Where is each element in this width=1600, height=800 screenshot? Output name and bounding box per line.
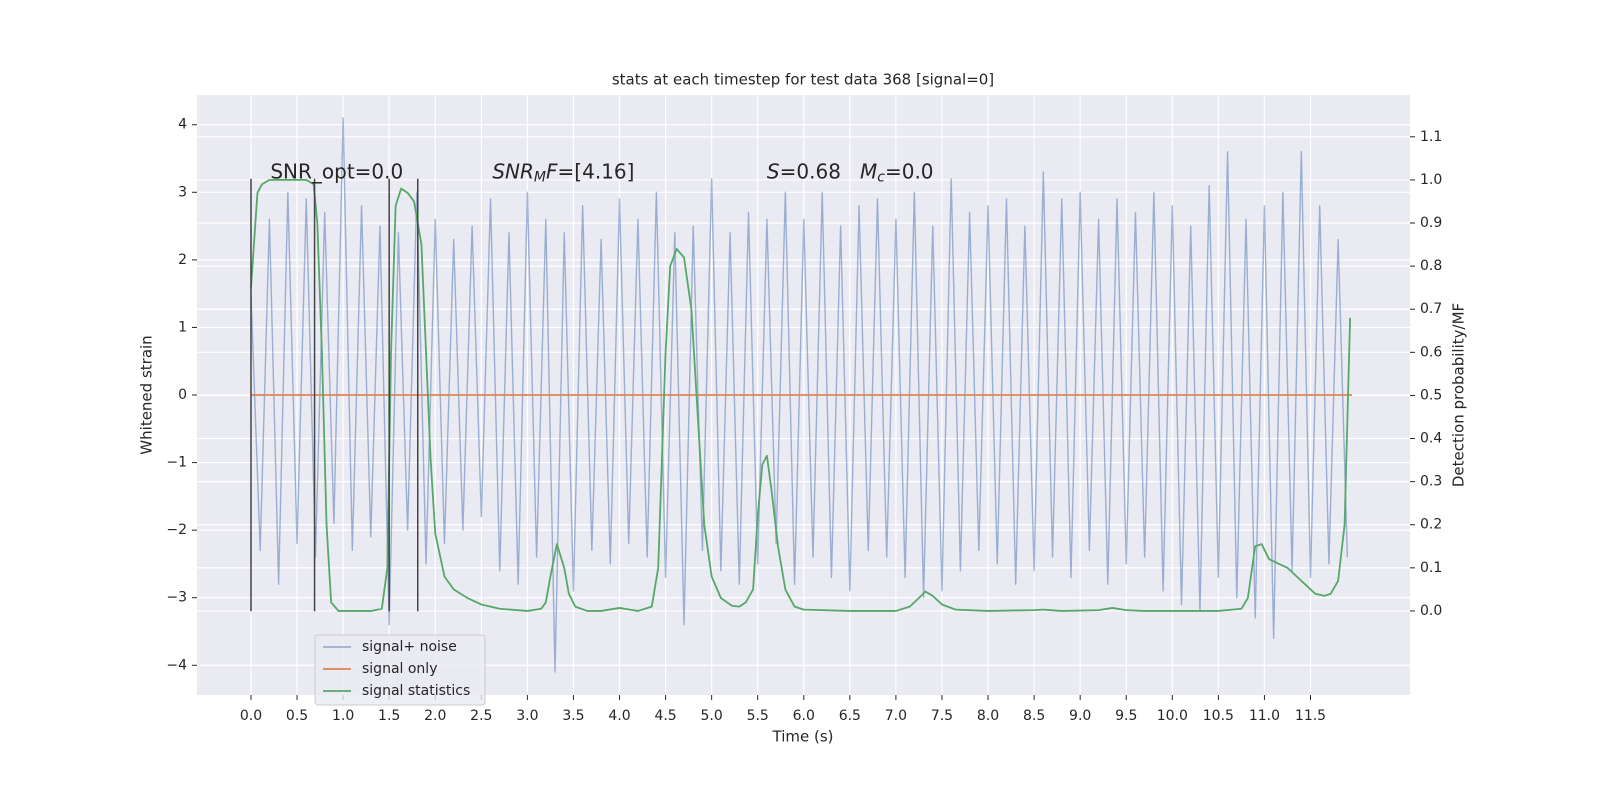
- x-tick-label: 0.5: [286, 708, 308, 724]
- annotation-part: SNR_opt=0.0: [270, 159, 403, 183]
- x-tick-label: 1.0: [332, 708, 354, 724]
- series-line: [250, 179, 1352, 612]
- x-tick-label: 4.5: [654, 708, 676, 724]
- x-tick-label: 7.0: [885, 708, 907, 724]
- annotation: S=0.68 Mc=0.0: [767, 159, 934, 186]
- annotation: SNRMF=[4.16]: [492, 159, 634, 186]
- y2-tick-label: 0.5: [1420, 387, 1442, 403]
- annotation-part: M: [534, 170, 546, 186]
- annotation-part: =0.0: [885, 159, 934, 183]
- x-tick-label: 10.0: [1157, 708, 1188, 724]
- x-tick-label: 6.0: [793, 708, 815, 724]
- x-tick-label: 5.5: [747, 708, 769, 724]
- x-tick-label: 2.0: [424, 708, 446, 724]
- y2-tick-label: 0.6: [1420, 344, 1442, 360]
- x-tick-label: 1.5: [378, 708, 400, 724]
- y-tick-label: −1: [166, 455, 187, 471]
- x-tick-label: 9.5: [1115, 708, 1137, 724]
- annotation-part: =[4.16]: [558, 159, 635, 183]
- y2-tick-label: 0.4: [1420, 431, 1442, 447]
- x-tick-label: 5.0: [701, 708, 723, 724]
- x-tick-label: 4.0: [608, 708, 630, 724]
- x-tick-label: 3.0: [516, 708, 538, 724]
- series-line: [250, 117, 1349, 673]
- legend-box: [314, 634, 486, 706]
- x-tick-label: 8.0: [977, 708, 999, 724]
- chart-title: stats at each timestep for test data 368…: [612, 71, 994, 89]
- legend: signal+ noise signal only signal statistic…: [314, 634, 486, 706]
- annotation-part: S: [767, 159, 780, 183]
- x-tick-label: 2.5: [470, 708, 492, 724]
- y-tick-label: −2: [166, 522, 187, 538]
- y-tick-label: −3: [166, 590, 187, 606]
- annotation-part: c: [877, 170, 885, 186]
- y2-tick-label: 1.1: [1420, 129, 1442, 145]
- y2-tick-label: 0.8: [1420, 258, 1442, 274]
- y-tick-label: 0: [178, 387, 187, 403]
- y2-tick-label: 0.1: [1420, 560, 1442, 576]
- y-tick-label: 3: [178, 184, 187, 200]
- x-tick-label: 10.5: [1203, 708, 1234, 724]
- y-axis-label: Whitened strain: [138, 335, 156, 454]
- y2-tick-label: 0.3: [1420, 474, 1442, 490]
- y2-tick-label: 1.0: [1420, 172, 1442, 188]
- y2-tick-label: 0.9: [1420, 215, 1442, 231]
- x-tick-label: 11.0: [1249, 708, 1280, 724]
- annotation-part: F: [546, 159, 558, 183]
- y-tick-label: 1: [178, 319, 187, 335]
- x-tick-label: 11.5: [1295, 708, 1326, 724]
- y-tick-label: 4: [178, 117, 187, 133]
- x-tick-label: 9.0: [1069, 708, 1091, 724]
- y2-axis-label: Detection probability/MF: [1450, 303, 1468, 487]
- x-tick-label: 7.5: [931, 708, 953, 724]
- legend-label: signal statistics: [362, 683, 470, 699]
- annotation-part: M: [860, 159, 877, 183]
- annotation-part: SNR: [492, 159, 534, 183]
- y2-tick-label: 0.0: [1420, 603, 1442, 619]
- x-axis-label: Time (s): [772, 728, 834, 746]
- legend-label: signal only: [362, 661, 437, 677]
- y-tick-label: −4: [166, 657, 187, 673]
- x-tick-label: 0.0: [240, 708, 262, 724]
- x-tick-label: 3.5: [562, 708, 584, 724]
- x-tick-label: 6.5: [839, 708, 861, 724]
- y-tick-label: 2: [178, 252, 187, 268]
- y2-tick-label: 0.7: [1420, 301, 1442, 317]
- x-tick-label: 8.5: [1023, 708, 1045, 724]
- legend-label: signal+ noise: [362, 639, 457, 655]
- annotation-part: =0.68: [780, 159, 860, 183]
- y2-tick-label: 0.2: [1420, 517, 1442, 533]
- annotation: SNR_opt=0.0: [270, 159, 403, 183]
